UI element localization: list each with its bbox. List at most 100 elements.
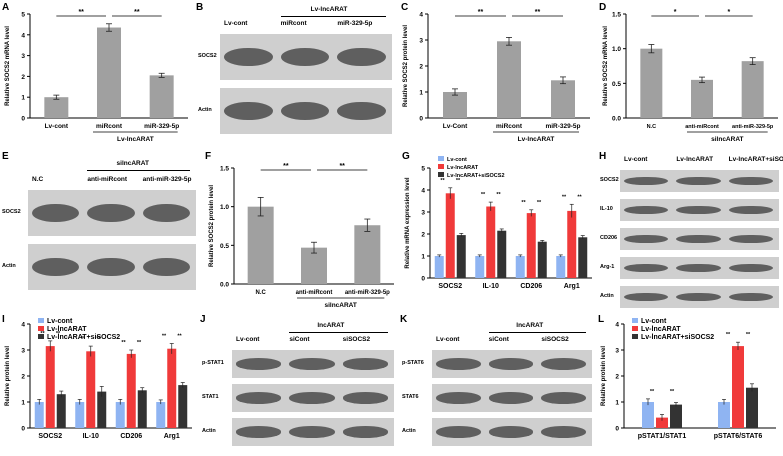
- blot-j: lncARAT Lv-cont siCont siSOCS2 p-STAT1 STAT1 A…: [200, 312, 398, 456]
- blot-row-k: [432, 350, 592, 378]
- bar-g: [475, 256, 485, 278]
- blot-band-j: [342, 426, 388, 438]
- y-tick-label-l: 4: [615, 322, 619, 329]
- bar-l: [718, 402, 730, 428]
- blot-row-label-h: Arg-1: [600, 264, 615, 270]
- x-tick-label-a: Lv-cont: [45, 123, 69, 130]
- legend-label-l: Lv-lncARAT: [641, 326, 681, 333]
- blot-band-h: [676, 176, 721, 186]
- x-tick-label-i: Arg1: [164, 433, 180, 440]
- y-axis-label-c: Relative SOCS2 protein level: [403, 25, 409, 107]
- y-axis-label-l: Relative protein level: [601, 346, 607, 406]
- blot-band-k: [488, 358, 534, 370]
- legend-label-g: Lv-lncARAT+siSOCS2: [447, 173, 505, 179]
- blot-band-h: [624, 205, 669, 215]
- blot-band-h: [624, 234, 669, 244]
- y-tick-label-g: 0: [421, 276, 425, 283]
- blot-band-j: [289, 358, 335, 370]
- x-tick-label-a: miR-329-5p: [144, 123, 179, 130]
- chart-c: 0 1 2 3 4 Relative SOCS2 protein level Lv-Cont…: [403, 9, 590, 143]
- bar-i: [126, 353, 136, 428]
- y-tick-label-l: 2: [615, 374, 619, 381]
- blot-band-b: [224, 47, 273, 67]
- y-tick-label-i: 3: [21, 348, 25, 355]
- bar-g: [567, 210, 577, 278]
- legend-label-g: Lv-lncARAT: [447, 165, 479, 171]
- blot-lane-label-j: siCont: [289, 336, 310, 343]
- bar-g: [515, 256, 525, 278]
- sig-mark-g: **: [537, 200, 542, 206]
- y-tick-label-a: 4: [21, 32, 25, 39]
- blot-lane-label-b: miR-329-5p: [337, 20, 373, 27]
- x-tick-label-g: Arg1: [564, 283, 580, 290]
- panel-label-f: F: [205, 151, 212, 162]
- bar-l: [746, 387, 758, 428]
- blot-row-b: [220, 34, 392, 80]
- blot-k: lncARAT Lv-cont siCont siSOCS2 p-STAT6 STAT6 A…: [400, 312, 596, 456]
- blot-row-label-j: Actin: [202, 428, 216, 434]
- y-tick-label-f: 1.0: [220, 204, 229, 211]
- bar-i: [167, 348, 177, 428]
- legend-swatch-i: [38, 318, 44, 323]
- group-label-c: Lv-lncARAT: [518, 136, 555, 143]
- blot-row-label-k: p-STAT6: [402, 360, 424, 366]
- blot-band-k: [541, 392, 586, 404]
- blot-band-k: [436, 392, 481, 404]
- blot-h: Lv-cont Lv-lncARAT Lv-lncARAT+siSOCS2 SOCS2…: [598, 150, 783, 310]
- blot-lane-label-j: Lv-cont: [236, 336, 260, 343]
- x-tick-label-a: miRcont: [96, 123, 123, 130]
- blot-row-j: [232, 350, 394, 378]
- blot-b: Lv-lncARAT Lv-cont miRcont miR-329-5p SOCS2 A…: [196, 0, 396, 148]
- x-tick-label-f: anti-miR-329-5p: [345, 290, 390, 296]
- x-tick-label-i: IL-10: [83, 433, 99, 440]
- sig-mark-a: **: [134, 9, 140, 16]
- blot-row-label-b: SOCS2: [198, 53, 217, 59]
- blot-group-line-e: [87, 170, 190, 171]
- panel-label-k: K: [400, 314, 408, 325]
- chart-d: 0.0 0.5 1.0 1.5 Relative SOCS2 mRNA level N.C…: [603, 9, 778, 143]
- blot-band-h: [624, 176, 669, 186]
- bar-i: [45, 346, 55, 428]
- chart-a: 0 1 2 3 4 5 Relative SOCS2 mRNA level Lv-cont mi…: [5, 9, 188, 143]
- blot-band-h: [728, 263, 773, 273]
- blot-row-j: [232, 418, 394, 446]
- y-tick-label-d: 1.5: [612, 12, 621, 19]
- sig-mark-g: **: [521, 200, 526, 206]
- blot-group-label-j: lncARAT: [317, 322, 345, 329]
- sig-mark-a: **: [78, 9, 84, 16]
- blot-band-b: [337, 101, 386, 121]
- bar-g: [434, 256, 444, 278]
- legend-label-i: Lv-lncARAT+siSOCS2: [47, 334, 120, 341]
- blot-row-label-h: SOCS2: [600, 177, 619, 183]
- sig-mark-l: **: [670, 389, 675, 395]
- chart-i: 0 1 2 3 4 Relative protein level ** ** SOCS2 ** **…: [5, 318, 192, 440]
- blot-band-k: [436, 426, 481, 438]
- x-tick-label-c: miR-329-5p: [545, 123, 580, 130]
- blot-band-h: [676, 263, 721, 273]
- sig-mark-i: **: [177, 334, 182, 340]
- bar-l: [732, 346, 744, 428]
- bar-l: [656, 417, 668, 428]
- y-tick-label-a: 1: [21, 95, 25, 102]
- sig-mark-g: **: [496, 192, 501, 198]
- blot-band-k: [488, 426, 534, 438]
- panel-label-c: C: [401, 2, 409, 13]
- bar-c: [551, 80, 575, 118]
- blot-lane-label-e: anti-miR-329-5p: [142, 176, 192, 183]
- blot-row-label-k: Actin: [402, 428, 416, 434]
- y-tick-label-f: 1.5: [220, 166, 229, 173]
- group-label-a: Lv-lncARAT: [117, 136, 154, 143]
- blot-band-j: [289, 392, 335, 404]
- blot-e: silncARAT N.C anti-miRcont anti-miR-329-5p S…: [0, 150, 200, 310]
- blot-row-label-e: SOCS2: [2, 209, 21, 215]
- y-axis-label-g: Relative mRNA expression level: [405, 177, 411, 268]
- x-tick-label-g: CD206: [520, 283, 542, 290]
- group-label-f: silncARAT: [324, 302, 356, 309]
- bar-g: [456, 235, 466, 278]
- legend-label-l: Lv-cont: [641, 318, 667, 325]
- blot-group-label-e: silncARAT: [116, 160, 149, 167]
- y-tick-label-g: 1: [421, 254, 425, 261]
- blot-lane-label-h: Lv-lncARAT: [676, 156, 714, 163]
- y-tick-label-l: 1: [615, 400, 619, 407]
- bar-i: [115, 402, 125, 428]
